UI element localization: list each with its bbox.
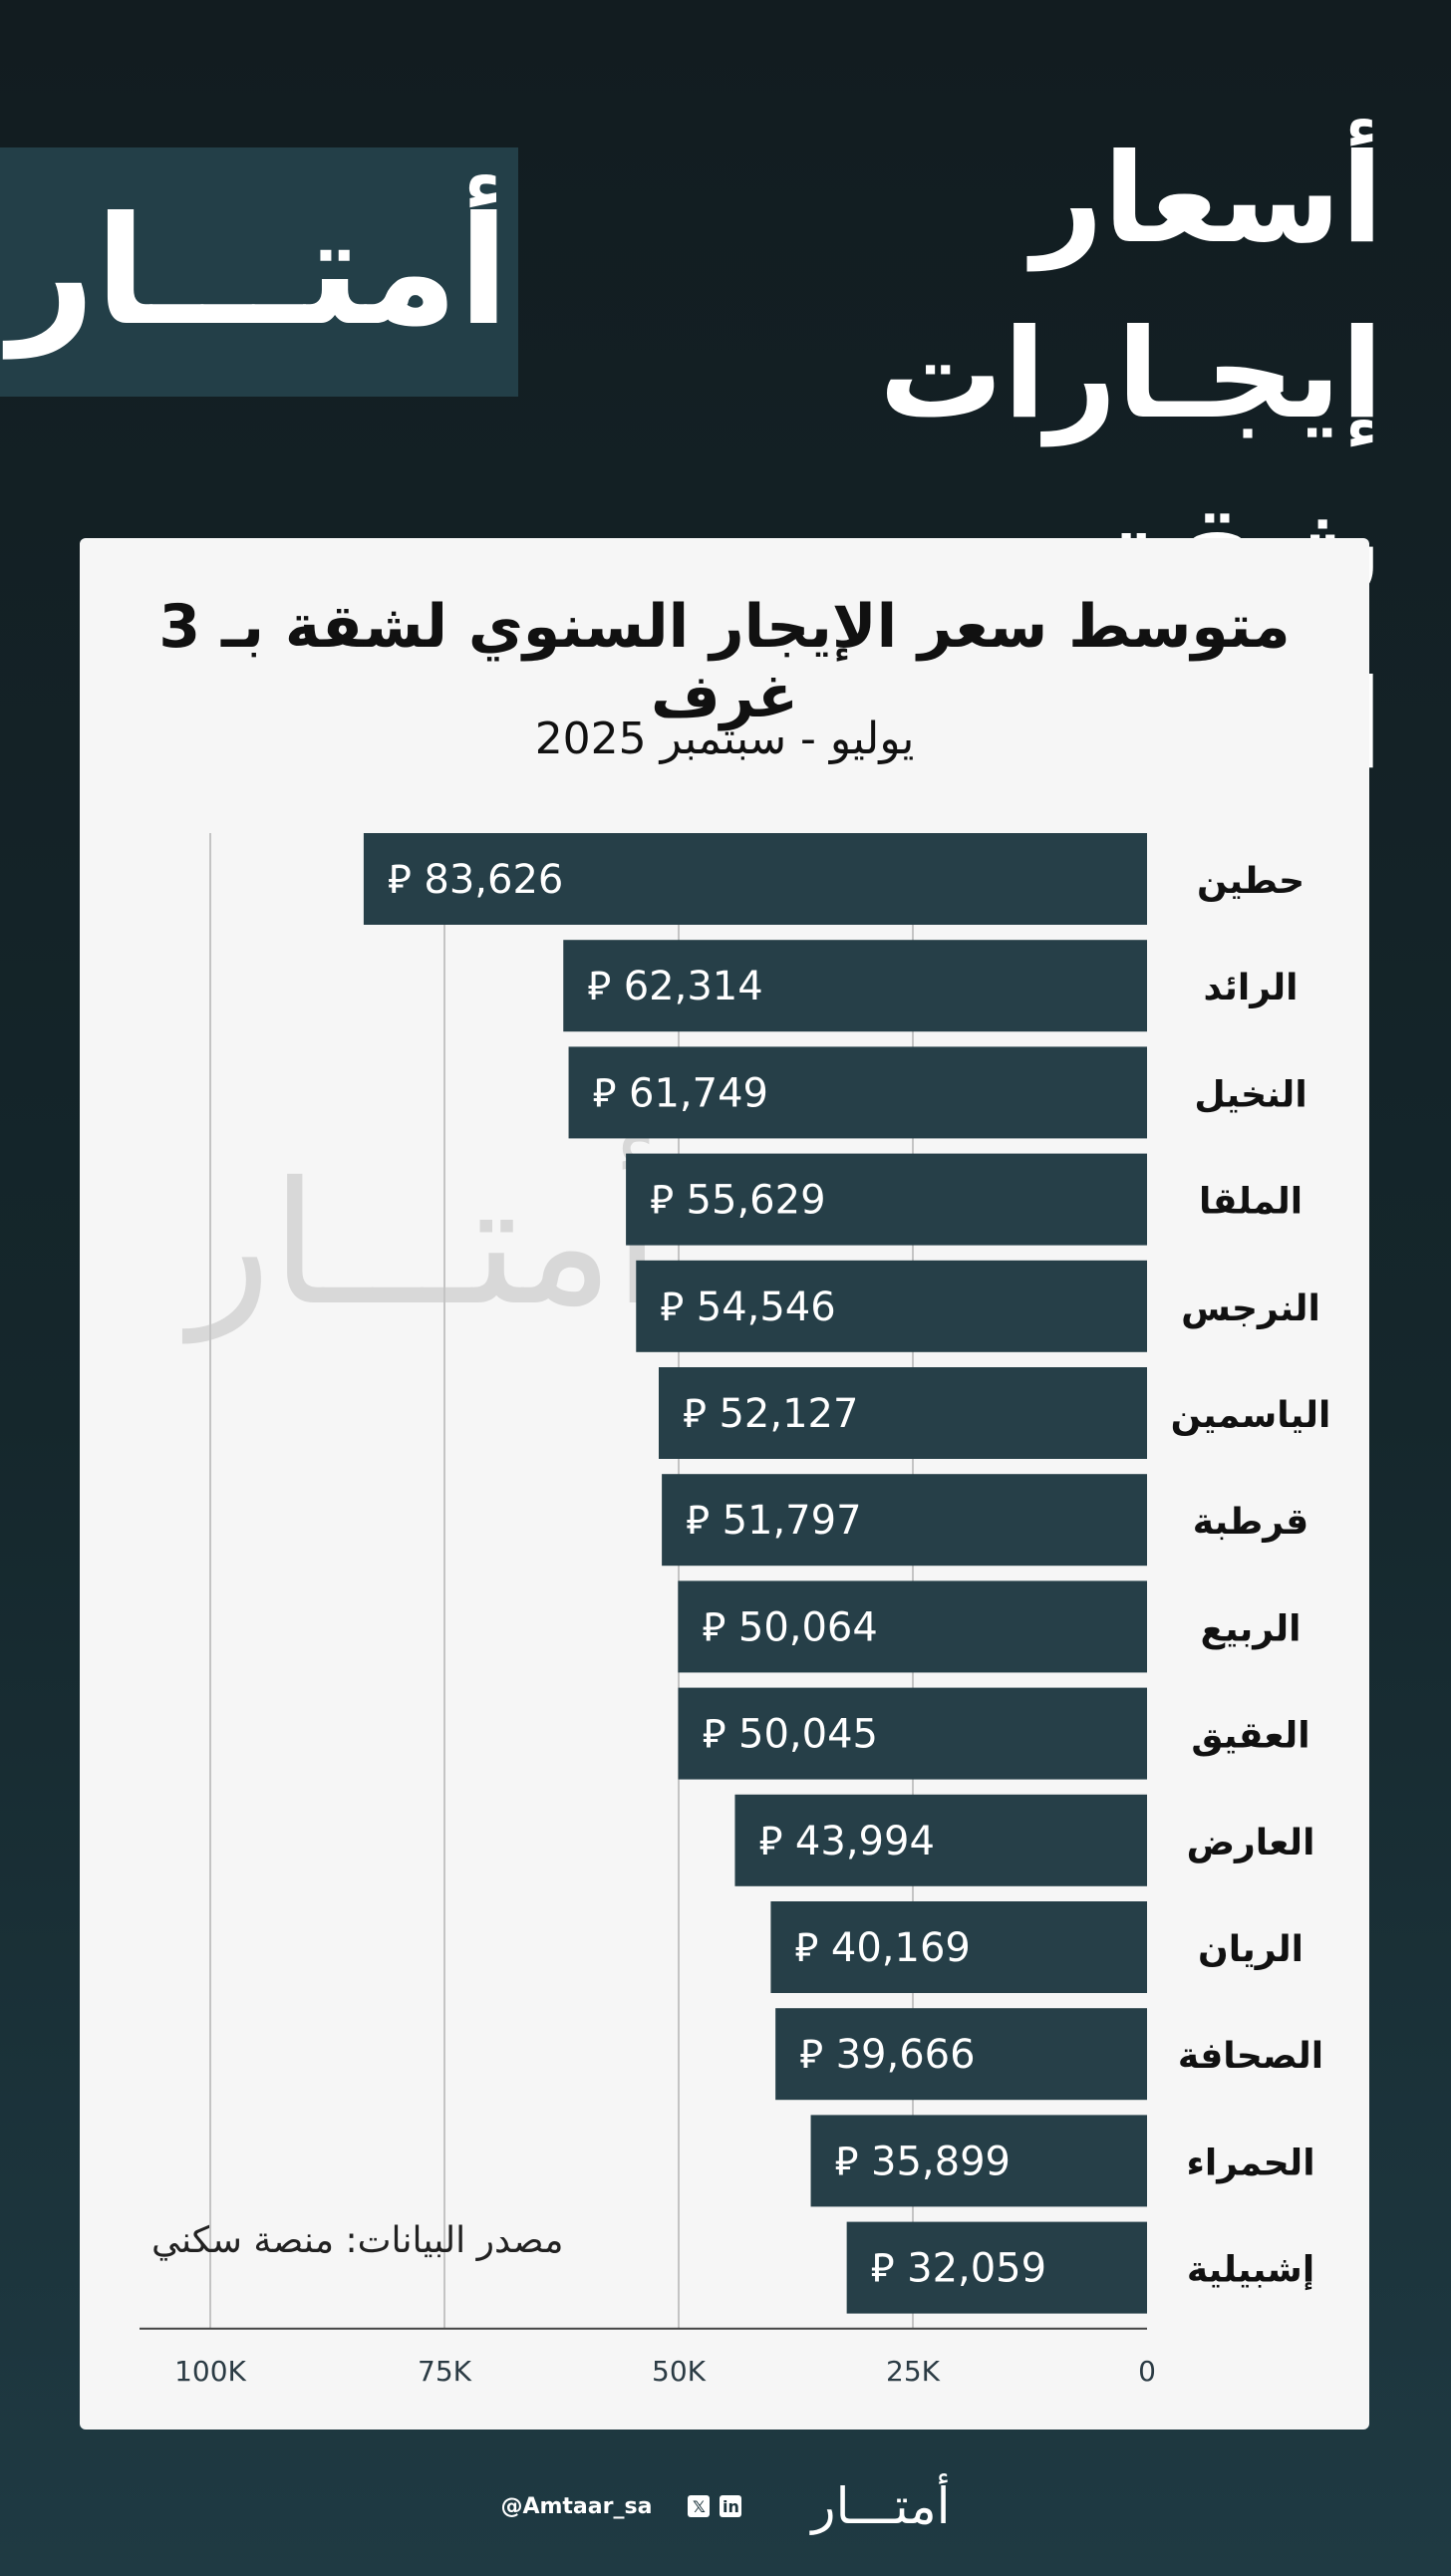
data-source-note: مصدر البيانات: منصة سكني: [151, 2220, 564, 2261]
category-label: الريان: [1198, 1929, 1304, 1970]
linkedin-icon[interactable]: in: [720, 2495, 742, 2517]
category-label: النرجس: [1181, 1288, 1320, 1329]
bar-value-label: ⃁ 40,169: [794, 1925, 970, 1971]
brand-logo-box: أمتـــار: [0, 147, 518, 397]
bar: [775, 2008, 1147, 2101]
bar-chart: 0 25K 50K 75K 100K ⃁ 83,626 حطين ⃁ 62,314 الرائد…: [140, 833, 1331, 2388]
bar: [659, 1367, 1147, 1459]
brand-logo: أمتـــار: [8, 185, 509, 359]
bar-value-label: ⃁ 54,546: [660, 1285, 835, 1330]
chart-subtitle: يوليو - سبتمبر 2025: [534, 714, 915, 764]
category-label: إشبيلية: [1187, 2250, 1314, 2291]
category-label: حطين: [1197, 861, 1305, 902]
category-label: الصحافة: [1178, 2036, 1323, 2077]
category-label: النخيل: [1194, 1074, 1306, 1115]
x-tick-label: 50K: [652, 2355, 707, 2388]
x-tick-label: 0: [1138, 2355, 1156, 2388]
bar-value-label: ⃁ 55,629: [650, 1178, 825, 1224]
category-label: الرائد: [1204, 968, 1299, 1008]
category-label: الياسمين: [1171, 1395, 1331, 1436]
bar: [770, 1901, 1147, 1993]
bar-value-label: ⃁ 35,899: [835, 2139, 1011, 2184]
bar-value-label: ⃁ 62,314: [587, 964, 762, 1009]
bar-value-label: ⃁ 50,045: [703, 1712, 878, 1758]
watermark-logo: أمتـــار: [189, 1146, 661, 1343]
bar: [636, 1260, 1147, 1352]
footer-logo: أمتـــار: [811, 2477, 951, 2535]
category-label: العارض: [1187, 1823, 1315, 1863]
x-tick-label: 25K: [886, 2355, 941, 2388]
bar: [678, 1687, 1147, 1780]
x-tick-label: 75K: [418, 2355, 472, 2388]
bar-value-label: ⃁ 61,749: [593, 1070, 768, 1116]
category-label: الملقا: [1199, 1182, 1303, 1223]
x-icon[interactable]: 𝕏: [688, 2495, 711, 2517]
category-label: العقيق: [1191, 1716, 1309, 1757]
bar-value-label: ⃁ 50,064: [702, 1604, 877, 1650]
social-handle[interactable]: @Amtaar_sa: [500, 2493, 653, 2519]
bar: [810, 2115, 1147, 2207]
bar: [563, 940, 1147, 1032]
bar-value-label: ⃁ 39,666: [799, 2032, 975, 2078]
bar: [846, 2221, 1147, 2314]
bar-value-label: ⃁ 32,059: [871, 2246, 1046, 2292]
bar-value-label: ⃁ 83,626: [388, 857, 563, 903]
bar: [662, 1474, 1147, 1567]
bar-value-label: ⃁ 52,127: [683, 1391, 858, 1437]
bar-value-label: ⃁ 51,797: [686, 1498, 861, 1544]
bar: [678, 1580, 1147, 1673]
bar: [734, 1794, 1147, 1886]
bar-value-label: ⃁ 43,994: [758, 1819, 934, 1864]
bar: [626, 1153, 1147, 1246]
title-line-1: أسعار إيجـارات: [879, 128, 1383, 446]
chart-title: متوسط سعر الإيجار السنوي لشقة بـ 3 غرف: [158, 592, 1291, 731]
bar: [568, 1046, 1147, 1139]
footer: @Amtaar_sa 𝕏 in أمتـــار: [0, 2477, 1451, 2535]
chart-card: متوسط سعر الإيجار السنوي لشقة بـ 3 غرف ي…: [80, 538, 1369, 2430]
category-label: الربيع: [1200, 1608, 1301, 1649]
category-label: الحمراء: [1186, 2143, 1314, 2183]
bar: [363, 833, 1147, 925]
category-label: قرطبة: [1193, 1502, 1308, 1543]
x-tick-label: 100K: [174, 2355, 246, 2388]
